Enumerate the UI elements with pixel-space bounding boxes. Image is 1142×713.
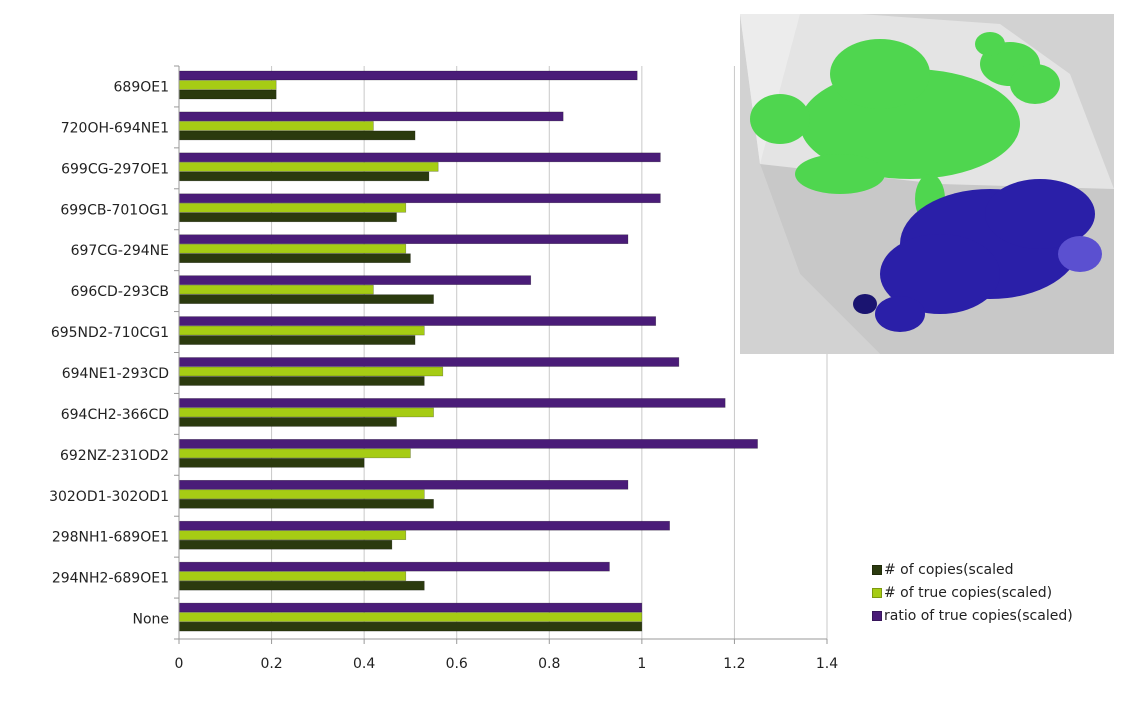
legend-swatch — [872, 587, 882, 598]
x-tick-label: 1.2 — [723, 656, 745, 672]
bar — [178, 70, 638, 81]
x-tick-label: 0.6 — [446, 656, 468, 672]
bar — [178, 407, 434, 418]
x-tick-label: 0 — [175, 656, 184, 672]
bar — [178, 234, 629, 245]
bar — [178, 621, 643, 632]
legend-label: # of true copies(scaled) — [884, 584, 1053, 601]
x-tick-label: 0.2 — [260, 656, 282, 672]
bars-group — [178, 70, 758, 632]
bar — [178, 398, 726, 408]
category-label: 699CG-297OE1 — [61, 161, 169, 177]
category-label: 699CB-701OG1 — [60, 202, 169, 218]
category-label: 302OD1-302OD1 — [49, 489, 169, 505]
category-label: 689OE1 — [114, 79, 170, 95]
category-label: 298NH1-689OE1 — [52, 530, 169, 546]
legend-item: ratio of true copies(scaled) — [872, 604, 1073, 627]
category-label: 694NE1-293CD — [62, 366, 169, 382]
bar — [178, 243, 407, 254]
bar — [178, 275, 532, 285]
x-tick-label: 0.4 — [353, 656, 375, 672]
category-label: 294NH2-689OE1 — [52, 571, 169, 587]
bar — [178, 366, 444, 377]
blue-chain — [853, 179, 1102, 332]
bar — [178, 316, 657, 326]
legend-label: ratio of true copies(scaled) — [884, 607, 1073, 624]
bar — [178, 284, 374, 295]
bar — [178, 580, 425, 591]
bar — [178, 479, 629, 490]
category-label: 720OH-694NE1 — [61, 120, 169, 136]
bar — [178, 602, 643, 613]
bar — [178, 111, 564, 122]
legend-item: # of true copies(scaled) — [872, 581, 1073, 604]
bar — [178, 130, 416, 141]
bar — [178, 489, 425, 500]
bar — [178, 561, 610, 572]
legend: # of copies(scaled # of true copies(scal… — [872, 558, 1073, 627]
bar — [178, 152, 661, 163]
bar — [178, 89, 277, 100]
category-labels: 689OE1 720OH-694NE1 699CG-297OE1 699CB-701O… — [49, 79, 169, 627]
bar — [178, 448, 411, 459]
legend-swatch — [872, 610, 882, 621]
bar — [178, 520, 670, 531]
legend-label: # of copies(scaled — [884, 561, 1014, 578]
green-chain — [750, 32, 1060, 224]
bar — [178, 162, 439, 172]
bar — [178, 80, 277, 90]
bar — [178, 357, 680, 367]
protein-structure-image — [740, 14, 1114, 354]
x-tick-label: 0.8 — [538, 656, 560, 672]
bar — [178, 376, 425, 386]
category-label: 697CG-294NE — [71, 243, 169, 259]
bar — [178, 193, 661, 204]
bar — [178, 121, 374, 131]
category-label: None — [132, 612, 169, 628]
legend-item: # of copies(scaled — [872, 558, 1073, 581]
bar — [178, 253, 411, 264]
bar — [178, 325, 425, 336]
bar — [178, 571, 407, 581]
bar — [178, 171, 430, 182]
bar — [178, 458, 365, 468]
bar — [178, 212, 397, 223]
bar — [178, 294, 434, 304]
bar — [178, 335, 416, 345]
category-label: 696CD-293CB — [71, 284, 169, 300]
bar — [178, 417, 397, 427]
x-tick-label: 1.4 — [816, 656, 838, 672]
category-label: 692NZ-231OD2 — [60, 448, 169, 464]
bar — [178, 612, 643, 622]
category-label: 694CH2-366CD — [61, 407, 169, 423]
x-tick-label: 1 — [637, 656, 646, 672]
bar — [178, 202, 407, 213]
bar — [178, 539, 393, 550]
category-label: 695ND2-710CG1 — [51, 325, 169, 341]
bar — [178, 530, 407, 541]
bar — [178, 498, 434, 509]
bar — [178, 439, 758, 449]
axes — [174, 65, 828, 644]
legend-swatch — [872, 564, 882, 575]
x-tick-labels: 0 0.2 0.4 0.6 0.8 1 1.2 1.4 — [175, 656, 839, 672]
